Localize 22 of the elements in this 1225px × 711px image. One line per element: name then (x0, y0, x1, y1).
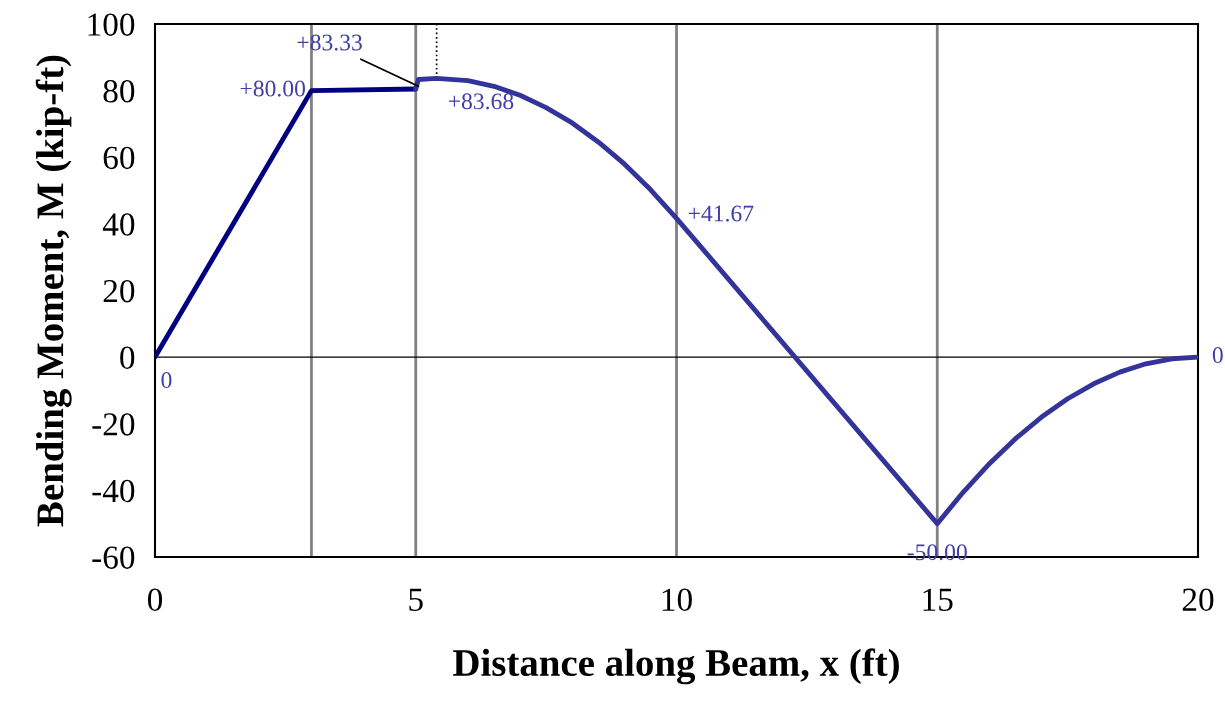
x-tick-label: 5 (409, 588, 423, 612)
annotation: +80.00 (240, 80, 305, 97)
y-tick-label: 0 (120, 346, 135, 370)
y-tick-label: 80 (103, 80, 135, 103)
annotation: +41.67 (688, 205, 754, 222)
y-tick-label: -60 (92, 546, 135, 569)
y-tick-label: -20 (92, 413, 135, 436)
x-tick-label: 10 (662, 588, 692, 612)
annotation: 0 (1212, 347, 1223, 364)
x-axis-title: Distance along Beam, x (ft) (453, 648, 899, 685)
x-tick-label: 15 (923, 588, 953, 612)
y-tick-label: 100 (88, 13, 135, 36)
x-tick-label: 0 (147, 588, 163, 612)
y-tick-label: 40 (102, 213, 135, 236)
x-tick-label: 20 (1182, 588, 1214, 612)
y-axis-title: Bending Moment, M (kip-ft) (35, 55, 72, 527)
line-series (413, 75, 1198, 527)
y-tick-label: -40 (92, 479, 135, 503)
y-tick-label: 20 (103, 279, 135, 303)
annotation: +83.68 (448, 93, 514, 110)
annotation: 0 (161, 372, 172, 389)
y-tick-label: 60 (103, 146, 135, 170)
